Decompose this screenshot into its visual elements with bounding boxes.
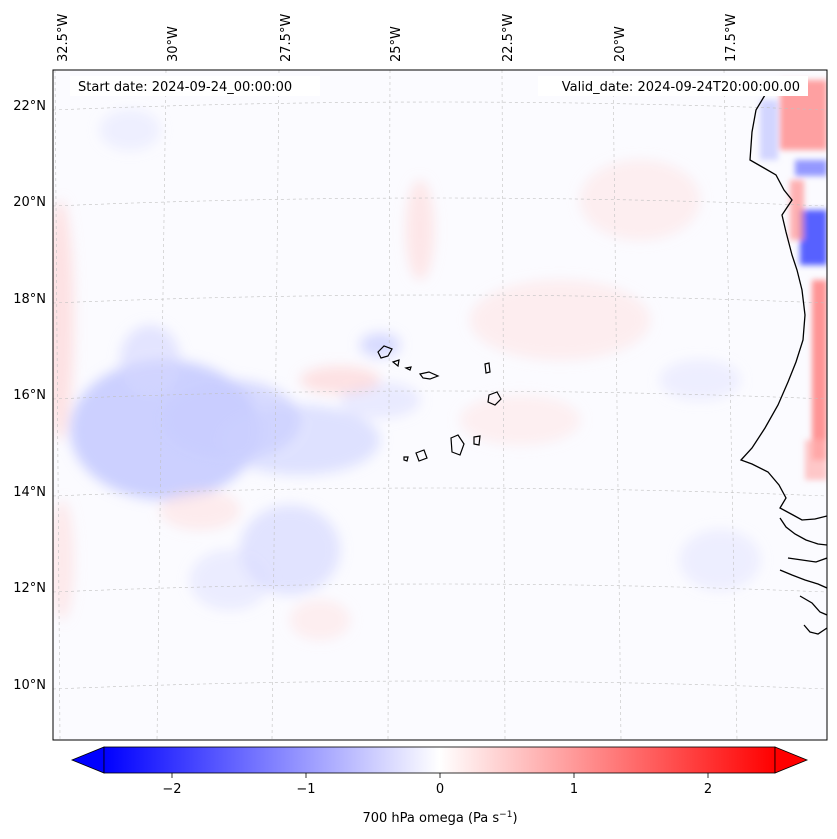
lat-label: 10°N — [13, 678, 46, 693]
lon-label: 22.5°W — [501, 14, 516, 62]
colorbar-label-main: 700 hPa omega (Pa s — [362, 811, 499, 826]
colorbar-label-end: ) — [512, 811, 517, 826]
colorbar-tick-label: 1 — [570, 782, 578, 797]
lat-label: 12°N — [13, 581, 46, 596]
colorbar-body — [103, 746, 776, 774]
gridlines — [53, 70, 827, 740]
colorbar-extend-max — [774, 746, 809, 774]
valid-label-box — [538, 76, 808, 96]
map-panel: Start date: 2024-09-24_00:00:00 Valid_da… — [53, 70, 827, 740]
lon-label: 20°W — [613, 26, 628, 62]
lat-label: 16°N — [13, 388, 46, 403]
colorbar-label-exponent: −1 — [499, 810, 512, 820]
cape-verde-islands — [377, 345, 502, 462]
map-frame — [52, 69, 828, 741]
lat-label: 18°N — [13, 292, 46, 307]
lon-label: 30°W — [166, 26, 181, 62]
start-label-box — [70, 76, 320, 96]
colorbar-tick-label: −2 — [162, 782, 181, 797]
colorbar-tick-label: 2 — [704, 782, 712, 797]
lon-label: 25°W — [389, 26, 404, 62]
longitude-labels: 32.5°W 30°W 27.5°W 25°W 22.5°W 20°W 17.5… — [56, 14, 739, 62]
colorbar-tick-label: 0 — [436, 782, 444, 797]
colorbar: −2 −1 0 1 2 700 hPa omega (Pa s−1) — [70, 746, 809, 826]
omega-field — [53, 110, 760, 640]
start-date-label: Start date: 2024-09-24_00:00:00 — [78, 80, 292, 95]
latitude-labels: 22°N 20°N 18°N 16°N 14°N 12°N 10°N — [13, 99, 46, 693]
lat-label: 22°N — [13, 99, 46, 114]
lat-label: 20°N — [13, 195, 46, 210]
colorbar-label: 700 hPa omega (Pa s−1) — [362, 810, 517, 826]
colorbar-extend-min — [70, 746, 105, 774]
lon-label: 32.5°W — [56, 14, 71, 62]
coastline — [739, 89, 827, 635]
lon-label: 17.5°W — [724, 14, 739, 62]
lat-label: 14°N — [13, 485, 46, 500]
valid-date-label: Valid_date: 2024-09-24T20:00:00.00 — [562, 80, 800, 95]
lon-label: 27.5°W — [279, 14, 294, 62]
colorbar-tick-label: −1 — [296, 782, 315, 797]
colorbar-ticks — [171, 773, 709, 778]
